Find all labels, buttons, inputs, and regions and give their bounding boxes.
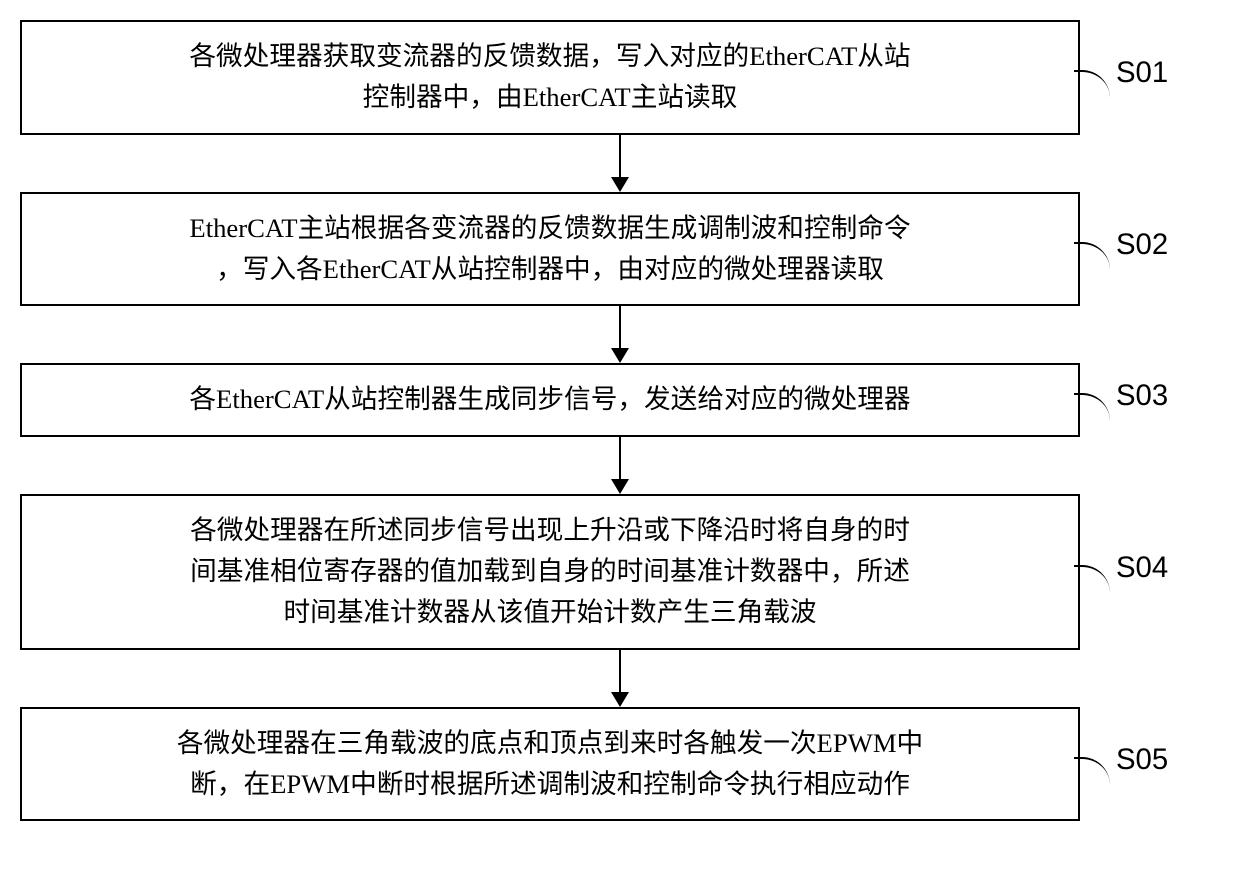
label-arc-curve [1074,757,1110,785]
flowchart-step-box: EtherCAT主站根据各变流器的反馈数据生成调制波和控制命令 ，写入各Ethe… [20,192,1080,307]
flowchart-step-text: 各EtherCAT从站控制器生成同步信号，发送给对应的微处理器 [189,379,910,420]
label-arc-curve [1074,70,1110,98]
arrow-head-icon [611,348,629,363]
flowchart-row: 各微处理器在三角载波的底点和顶点到来时各触发一次EPWM中 断，在EPWM中断时… [20,707,1220,822]
flowchart-step-box: 各微处理器在所述同步信号出现上升沿或下降沿时将自身的时 间基准相位寄存器的值加载… [20,494,1080,650]
flowchart-row: EtherCAT主站根据各变流器的反馈数据生成调制波和控制命令 ，写入各Ethe… [20,192,1220,307]
arrow-head-icon [611,692,629,707]
flowchart-step-box: 各微处理器在三角载波的底点和顶点到来时各触发一次EPWM中 断，在EPWM中断时… [20,707,1080,822]
label-arc-curve [1074,242,1110,270]
flowchart-step-text: 各微处理器获取变流器的反馈数据，写入对应的EtherCAT从站 控制器中，由Et… [189,36,910,119]
flowchart-arrow [90,437,1150,494]
flowchart-step-text: EtherCAT主站根据各变流器的反馈数据生成调制波和控制命令 ，写入各Ethe… [189,208,910,291]
flowchart-step-text: 各微处理器在三角载波的底点和顶点到来时各触发一次EPWM中 断，在EPWM中断时… [177,723,923,806]
flowchart-step-label: S03 [1116,379,1168,413]
arrow-head-icon [611,177,629,192]
flowchart-step-box: 各EtherCAT从站控制器生成同步信号，发送给对应的微处理器 [20,363,1080,436]
flowchart-container: 各微处理器获取变流器的反馈数据，写入对应的EtherCAT从站 控制器中，由Et… [20,20,1220,821]
flowchart-arrow [90,135,1150,192]
flowchart-step-text: 各微处理器在所述同步信号出现上升沿或下降沿时将自身的时 间基准相位寄存器的值加载… [190,510,910,634]
flowchart-arrow [90,650,1150,707]
label-arc-curve [1074,393,1110,421]
arrow-line [619,437,621,479]
arrow-line [619,306,621,348]
flowchart-step-label-connector: S03 [1074,379,1168,421]
flowchart-step-label-connector: S04 [1074,551,1168,593]
flowchart-step-label-connector: S01 [1074,56,1168,98]
flowchart-step-label-connector: S02 [1074,228,1168,270]
flowchart-row: 各微处理器在所述同步信号出现上升沿或下降沿时将自身的时 间基准相位寄存器的值加载… [20,494,1220,650]
flowchart-row: 各微处理器获取变流器的反馈数据，写入对应的EtherCAT从站 控制器中，由Et… [20,20,1220,135]
flowchart-step-label: S05 [1116,743,1168,777]
arrow-head-icon [611,479,629,494]
arrow-line [619,650,621,692]
flowchart-step-box: 各微处理器获取变流器的反馈数据，写入对应的EtherCAT从站 控制器中，由Et… [20,20,1080,135]
flowchart-step-label-connector: S05 [1074,743,1168,785]
flowchart-step-label: S01 [1116,56,1168,90]
label-arc-curve [1074,565,1110,593]
flowchart-step-label: S04 [1116,551,1168,585]
flowchart-step-label: S02 [1116,228,1168,262]
flowchart-arrow [90,306,1150,363]
arrow-line [619,135,621,177]
flowchart-row: 各EtherCAT从站控制器生成同步信号，发送给对应的微处理器 S03 [20,363,1220,436]
